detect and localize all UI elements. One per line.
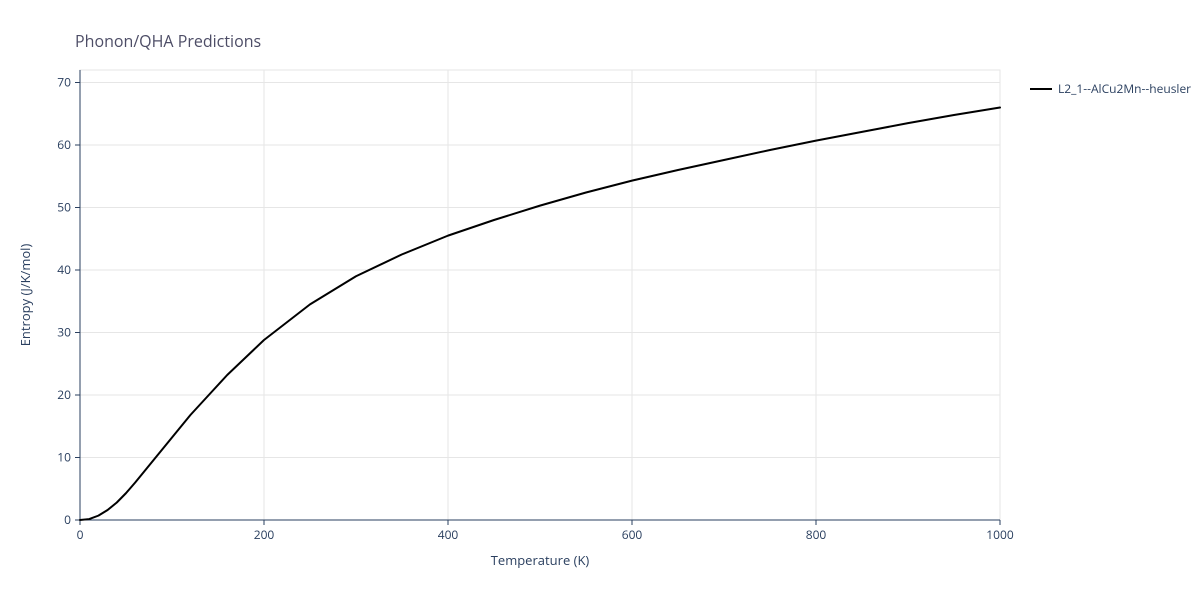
y-tick-label: 70 bbox=[57, 74, 71, 91]
chart-svg: 0 200 400 600 800 1000 0 10 20 30 40 50 60 70 Temperat… bbox=[0, 0, 1200, 600]
y-tick-label: 40 bbox=[57, 261, 71, 278]
y-tick-label: 0 bbox=[64, 511, 71, 528]
x-tick-label: 400 bbox=[438, 526, 459, 543]
y-tick-label: 30 bbox=[57, 324, 71, 341]
x-axis-label: Temperature (K) bbox=[491, 551, 590, 569]
x-tick-label: 200 bbox=[254, 526, 275, 543]
legend-label: L2_1--AlCu2Mn--heusler bbox=[1058, 80, 1191, 97]
y-tick-label: 20 bbox=[57, 386, 71, 403]
x-tick-label: 0 bbox=[77, 526, 84, 543]
x-tick-label: 600 bbox=[622, 526, 643, 543]
chart-title: Phonon/QHA Predictions bbox=[75, 30, 261, 52]
y-tick-label: 10 bbox=[57, 449, 71, 466]
legend-swatch bbox=[1030, 88, 1052, 90]
y-tick-label: 60 bbox=[57, 136, 71, 153]
series-line bbox=[80, 108, 1000, 521]
y-axis-label: Entropy (J/K/mol) bbox=[16, 244, 34, 347]
x-tick-label: 1000 bbox=[986, 526, 1014, 543]
y-tick-label: 50 bbox=[57, 199, 71, 216]
x-tick-label: 800 bbox=[806, 526, 827, 543]
legend: L2_1--AlCu2Mn--heusler bbox=[1030, 80, 1191, 97]
